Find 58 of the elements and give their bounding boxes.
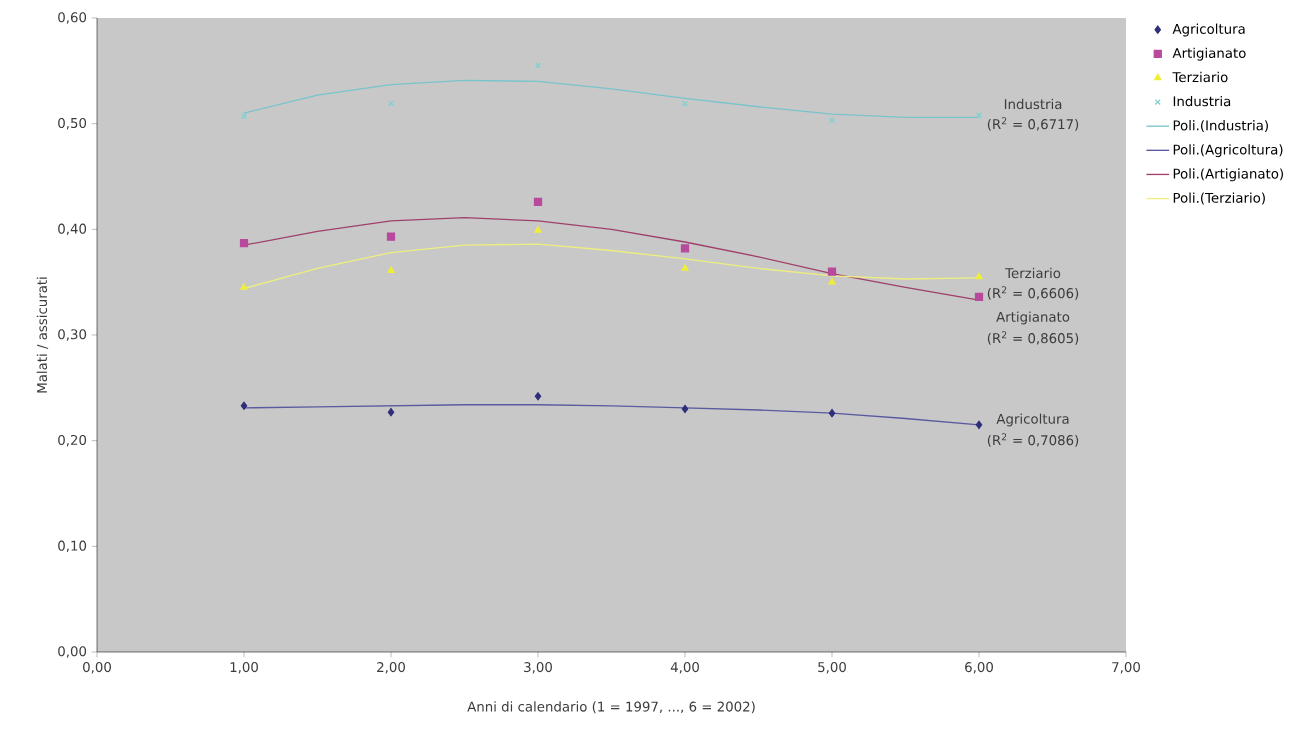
- point: [533, 197, 543, 206]
- x-axis-title: Anni di calendario (1 = 1997, ..., 6 = 2002): [467, 701, 755, 714]
- y-axis-title: Malati / assicurati: [36, 277, 49, 393]
- point: [534, 62, 542, 69]
- point: [534, 392, 542, 401]
- point: [240, 401, 248, 410]
- legend-label: Industria: [1173, 95, 1231, 107]
- point: [974, 292, 984, 302]
- point: [828, 409, 836, 418]
- point: [975, 272, 983, 280]
- x-tick-label: 7,00: [1112, 662, 1140, 674]
- point: [387, 100, 395, 107]
- annotation: Industria: [1004, 98, 1062, 110]
- x-tick-label: 2,00: [377, 662, 405, 674]
- point: [975, 112, 983, 119]
- legend-label: Artigianato: [1172, 47, 1246, 61]
- point: [681, 404, 689, 414]
- annotation: Terziario: [1005, 267, 1061, 279]
- point: [828, 117, 836, 124]
- point: [386, 232, 396, 241]
- point: [239, 238, 249, 248]
- point: [828, 278, 836, 285]
- point: [240, 113, 248, 120]
- annotation: (R$^{2}$ = 0,6606): [987, 286, 1079, 300]
- annotation: (R$^{2}$ = 0,6717): [987, 117, 1079, 131]
- x-tick-label: 4,00: [670, 662, 699, 674]
- point: [387, 408, 395, 417]
- legend-label: Poli.(Agricoltura): [1173, 144, 1283, 158]
- y-tick-label: 0,50: [58, 117, 87, 130]
- line-series: [243, 79, 980, 118]
- x-tick-label: 5,00: [818, 662, 846, 674]
- legend-label: Agricoltura: [1172, 23, 1245, 37]
- legend-label: Poli.(Industria): [1173, 120, 1268, 133]
- point: [975, 420, 983, 429]
- y-tick-label: 0,30: [58, 329, 87, 341]
- x-tick-label: 3,00: [524, 662, 552, 674]
- annotation: (R$^{2}$ = 0,7086): [987, 433, 1079, 447]
- legend-label: Poli.(Terziario): [1173, 192, 1265, 205]
- y-tick-label: 0,60: [58, 12, 87, 24]
- annotation: Agricoltura: [996, 413, 1069, 427]
- point: [240, 283, 248, 290]
- point: [681, 100, 689, 107]
- point: [534, 226, 542, 233]
- annotation: (R$^{2}$ = 0,8605): [987, 331, 1079, 345]
- annotation: Artigianato: [996, 311, 1070, 325]
- y-tick-label: 0,40: [58, 223, 87, 236]
- x-tick-label: 1,00: [230, 662, 258, 674]
- y-tick-label: 0,00: [58, 646, 87, 658]
- point: [387, 266, 395, 273]
- x-tick-label: 6,00: [965, 662, 993, 674]
- y-tick-label: 0,20: [58, 434, 87, 447]
- point: [680, 244, 690, 253]
- legend-label: Poli.(Artigianato): [1173, 168, 1284, 182]
- point: [681, 264, 689, 271]
- y-tick-label: 0,10: [58, 540, 87, 553]
- legend-label: Terziario: [1172, 71, 1228, 83]
- x-tick-label: 0,00: [83, 662, 111, 674]
- point: [827, 267, 837, 276]
